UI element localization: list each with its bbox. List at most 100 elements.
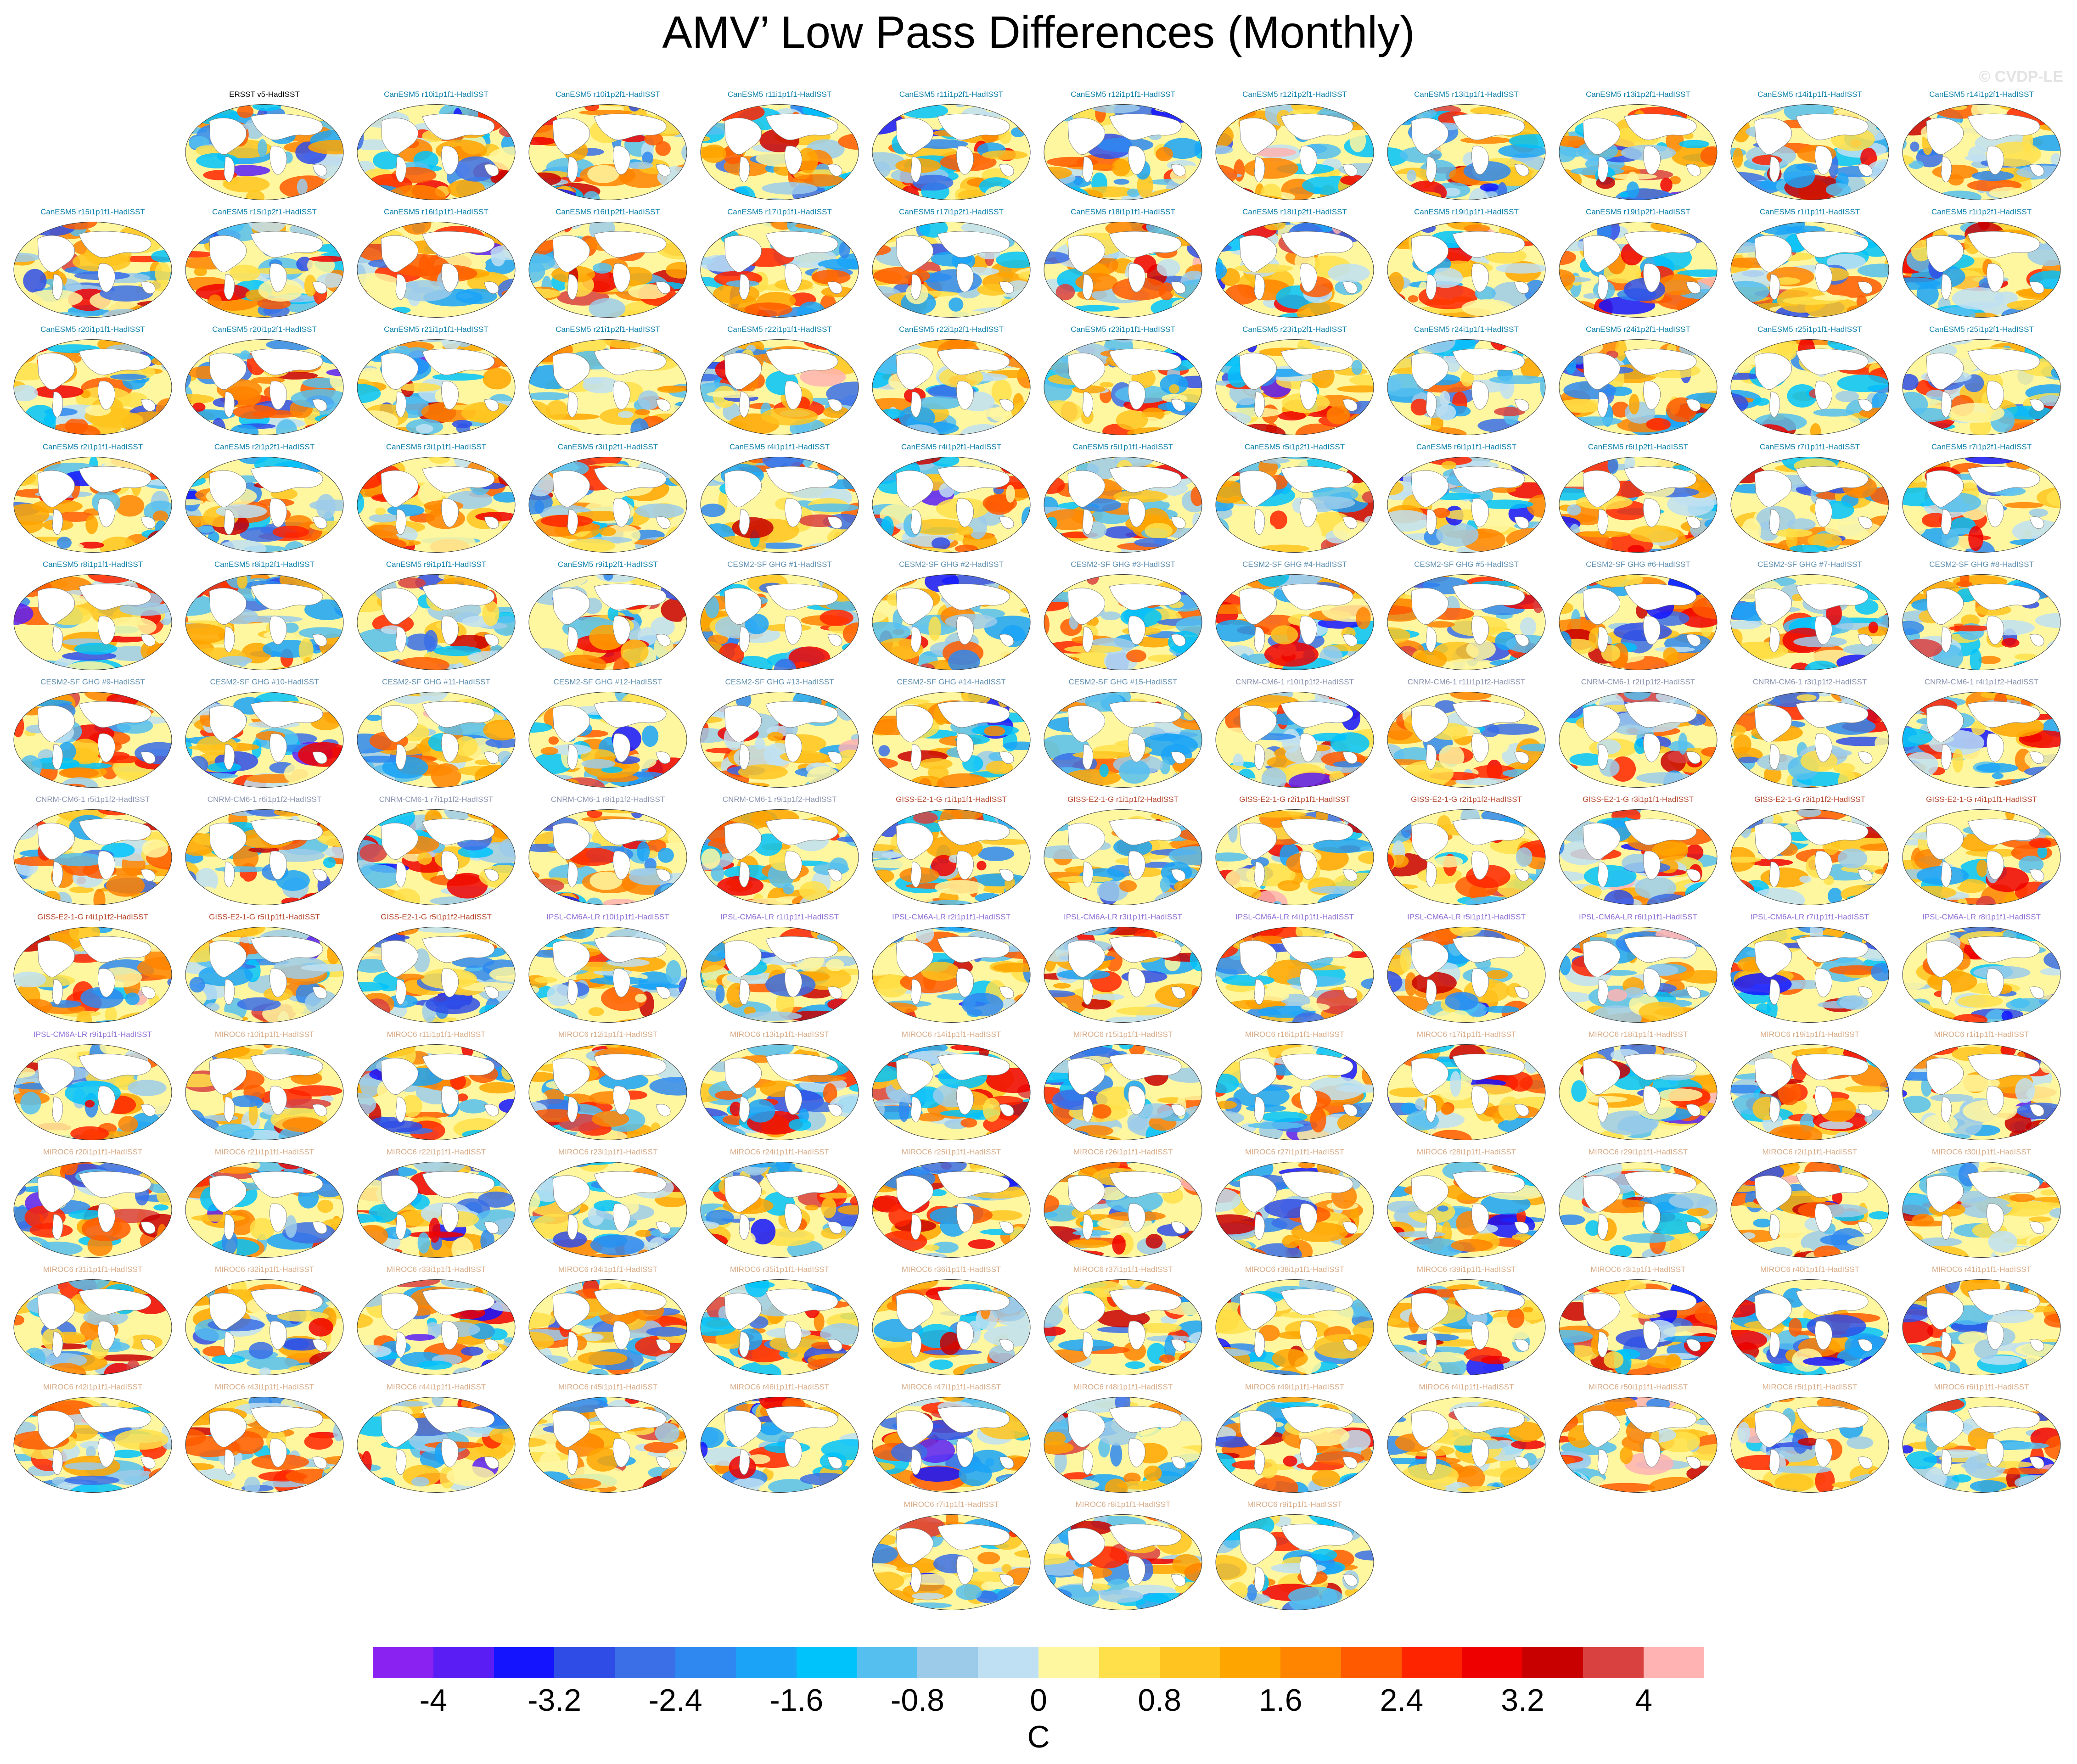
panel-label: CanESM5 r1i1p1f1-HadISST: [1759, 207, 1860, 216]
global-sst-difference-map: [1559, 692, 1718, 788]
global-sst-difference-map: [357, 1162, 516, 1258]
map-panel: CNRM-CM6-1 r9i1p1f2-HadISST: [697, 795, 862, 914]
global-sst-difference-map: [528, 809, 687, 905]
map-panel: CESM2-SF GHG #11-HadISST: [354, 678, 519, 797]
panel-label: MIROC6 r38i1p1f1-HadISST: [1245, 1265, 1345, 1274]
map-panel: ERSST v5-HadISST: [182, 90, 347, 209]
map-panel: CanESM5 r24i1p2f1-HadISST: [1555, 325, 1721, 444]
map-panel: CanESM5 r23i1p1f1-HadISST: [1040, 325, 1206, 444]
global-sst-difference-map: [1902, 1044, 2061, 1140]
panel-label: MIROC6 r18i1p1f1-HadISST: [1588, 1030, 1688, 1039]
map-panel: IPSL-CM6A-LR r6i1p1f1-HadISST: [1555, 913, 1721, 1032]
map-panel: MIROC6 r25i1p1f1-HadISST: [869, 1148, 1034, 1267]
global-sst-difference-map: [700, 1279, 859, 1375]
panel-label: MIROC6 r3i1p1f1-HadISST: [1590, 1265, 1686, 1274]
map-panel: CanESM5 r16i1p2f1-HadISST: [525, 207, 690, 327]
map-panel: MIROC6 r45i1p1f1-HadISST: [525, 1383, 690, 1502]
global-sst-difference-map: [1559, 222, 1718, 318]
global-sst-difference-map: [1730, 339, 1889, 435]
map-panel: CanESM5 r19i1p1f1-HadISST: [1384, 207, 1549, 327]
panel-label: MIROC6 r43i1p1f1-HadISST: [214, 1383, 314, 1391]
map-panel: MIROC6 r50i1p1f1-HadISST: [1555, 1383, 1721, 1502]
panel-label: CanESM5 r6i1p2f1-HadISST: [1588, 442, 1689, 451]
panel-label: MIROC6 r22i1p1f1-HadISST: [386, 1148, 486, 1156]
panel-label: CNRM-CM6-1 r3i1p1f2-HadISST: [1752, 678, 1867, 686]
map-panel: GISS-E2-1-G r1i1p1f1-HadISST: [869, 795, 1034, 914]
panel-label: MIROC6 r2i1p1f1-HadISST: [1762, 1148, 1858, 1156]
panel-label: CESM2-SF GHG #11-HadISST: [382, 678, 490, 686]
colorbar-tick-label: -2.4: [648, 1683, 702, 1718]
colorbar-tick-label: 3.2: [1501, 1683, 1544, 1718]
map-panel: MIROC6 r4i1p1f1-HadISST: [1384, 1383, 1549, 1502]
global-sst-difference-map: [1730, 1397, 1889, 1493]
panel-label: MIROC6 r16i1p1f1-HadISST: [1245, 1030, 1345, 1039]
map-panel: IPSL-CM6A-LR r3i1p1f1-HadISST: [1040, 913, 1206, 1032]
global-sst-difference-map: [1387, 1397, 1546, 1493]
map-panel: CNRM-CM6-1 r5i1p1f2-HadISST: [10, 795, 175, 914]
map-panel: CESM2-SF GHG #7-HadISST: [1727, 560, 1892, 679]
global-sst-difference-map: [1387, 1279, 1546, 1375]
panel-label: MIROC6 r45i1p1f1-HadISST: [558, 1383, 658, 1391]
map-panel: CanESM5 r7i1p1f1-HadISST: [1727, 442, 1892, 562]
colorbar-tick-label: 0: [1030, 1683, 1047, 1718]
global-sst-difference-map: [1559, 1162, 1718, 1258]
colorbar: [373, 1647, 1704, 1678]
panel-label: CanESM5 r6i1p1f1-HadISST: [1416, 442, 1517, 451]
panel-label: CanESM5 r17i1p1f1-HadISST: [727, 207, 832, 216]
panel-label: GISS-E2-1-G r2i1p1f2-HadISST: [1411, 795, 1522, 804]
map-panel: MIROC6 r29i1p1f1-HadISST: [1555, 1148, 1721, 1267]
map-panel: MIROC6 r13i1p1f1-HadISST: [697, 1030, 862, 1149]
global-sst-difference-map: [528, 927, 687, 1023]
map-panel: CESM2-SF GHG #5-HadISST: [1384, 560, 1549, 679]
global-sst-difference-map: [700, 809, 859, 905]
global-sst-difference-map: [1730, 927, 1889, 1023]
global-sst-difference-map: [13, 1162, 172, 1258]
panel-label: CanESM5 r3i1p2f1-HadISST: [557, 442, 658, 451]
map-panel: MIROC6 r20i1p1f1-HadISST: [10, 1148, 175, 1267]
panel-label: CNRM-CM6-1 r7i1p1f2-HadISST: [379, 795, 494, 804]
global-sst-difference-map: [13, 457, 172, 553]
global-sst-difference-map: [185, 1162, 344, 1258]
map-panel: MIROC6 r28i1p1f1-HadISST: [1384, 1148, 1549, 1267]
global-sst-difference-map: [1215, 457, 1374, 553]
panel-label: MIROC6 r32i1p1f1-HadISST: [214, 1265, 314, 1274]
panel-label: MIROC6 r7i1p1f1-HadISST: [904, 1500, 999, 1509]
panel-label: GISS-E2-1-G r3i1p1f1-HadISST: [1583, 795, 1694, 804]
panel-label: CanESM5 r25i1p2f1-HadISST: [1929, 325, 2034, 334]
panel-label: CanESM5 r16i1p1f1-HadISST: [384, 207, 488, 216]
map-panel: CanESM5 r18i1p2f1-HadISST: [1212, 207, 1377, 327]
global-sst-difference-map: [1387, 222, 1546, 318]
global-sst-difference-map: [872, 1044, 1031, 1140]
map-panel: CanESM5 r8i1p2f1-HadISST: [182, 560, 347, 679]
map-panel: CESM2-SF GHG #12-HadISST: [525, 678, 690, 797]
map-panel: CESM2-SF GHG #10-HadISST: [182, 678, 347, 797]
global-sst-difference-map: [185, 574, 344, 670]
map-panel: CanESM5 r23i1p2f1-HadISST: [1212, 325, 1377, 444]
panel-label: CanESM5 r15i1p1f1-HadISST: [40, 207, 145, 216]
global-sst-difference-map: [528, 104, 687, 200]
global-sst-difference-map: [1387, 927, 1546, 1023]
colorbar-swatch: [1401, 1647, 1462, 1678]
map-panel: CNRM-CM6-1 r3i1p1f2-HadISST: [1727, 678, 1892, 797]
map-panel: MIROC6 r23i1p1f1-HadISST: [525, 1148, 690, 1267]
panel-label: CanESM5 r18i1p1f1-HadISST: [1071, 207, 1175, 216]
map-panel: CanESM5 r6i1p2f1-HadISST: [1555, 442, 1721, 562]
map-panel: MIROC6 r41i1p1f1-HadISST: [1899, 1265, 2064, 1384]
panel-label: CanESM5 r22i1p2f1-HadISST: [899, 325, 1004, 334]
global-sst-difference-map: [528, 1279, 687, 1375]
map-panel: MIROC6 r17i1p1f1-HadISST: [1384, 1030, 1549, 1149]
global-sst-difference-map: [872, 809, 1031, 905]
map-panel: MIROC6 r15i1p1f1-HadISST: [1040, 1030, 1206, 1149]
panel-label: CanESM5 r3i1p1f1-HadISST: [386, 442, 487, 451]
panel-label: CESM2-SF GHG #8-HadISST: [1929, 560, 2034, 569]
map-panel: IPSL-CM6A-LR r5i1p1f1-HadISST: [1384, 913, 1549, 1032]
map-panel: CanESM5 r22i1p1f1-HadISST: [697, 325, 862, 444]
panel-label: CESM2-SF GHG #3-HadISST: [1071, 560, 1175, 569]
global-sst-difference-map: [1730, 1162, 1889, 1258]
map-panel: MIROC6 r42i1p1f1-HadISST: [10, 1383, 175, 1502]
global-sst-difference-map: [357, 574, 516, 670]
global-sst-difference-map: [1730, 104, 1889, 200]
global-sst-difference-map: [528, 457, 687, 553]
colorbar-swatch: [373, 1647, 433, 1678]
map-panel: GISS-E2-1-G r2i1p1f1-HadISST: [1212, 795, 1377, 914]
